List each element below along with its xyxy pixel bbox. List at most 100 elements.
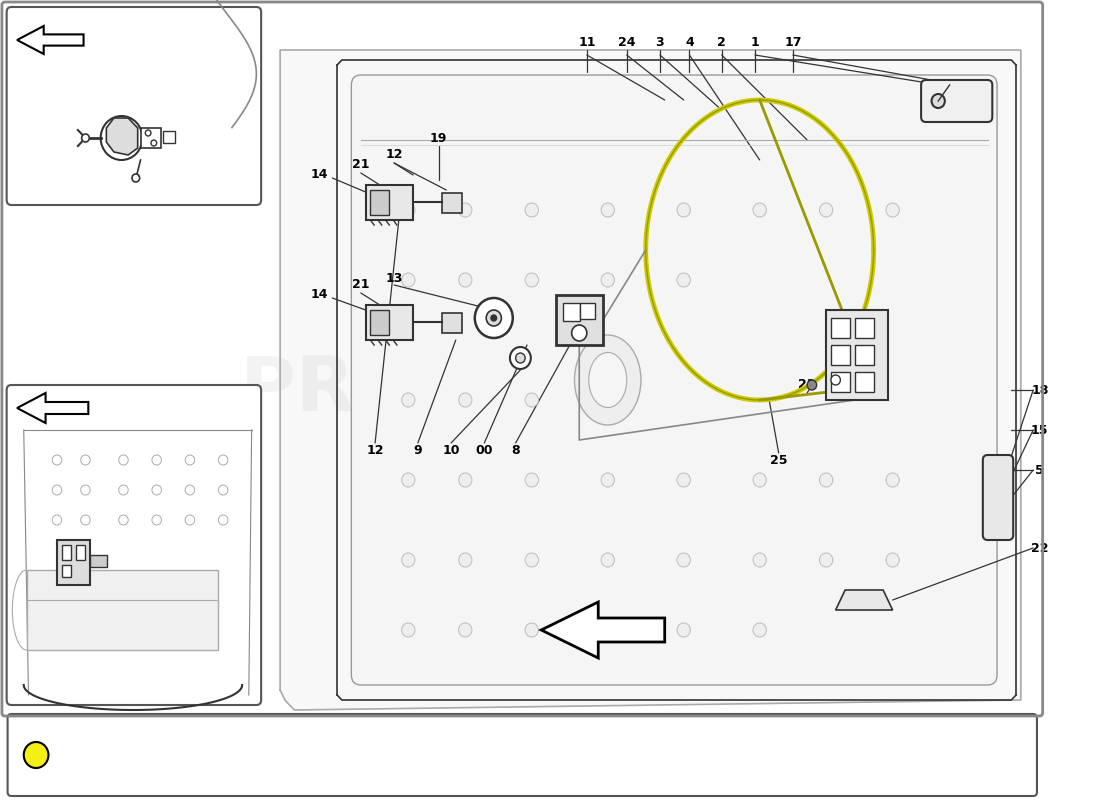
Circle shape [601,203,615,217]
Circle shape [459,473,472,487]
Circle shape [459,203,472,217]
Circle shape [678,553,691,567]
Ellipse shape [588,353,627,407]
Text: 9: 9 [414,443,422,457]
Circle shape [152,515,162,525]
Circle shape [132,174,140,182]
Text: 23: 23 [26,597,44,610]
Circle shape [119,455,129,465]
Bar [563,303,580,321]
Text: passion for parts: passion for parts [392,474,672,506]
Bar [62,545,72,560]
Circle shape [525,203,538,217]
Circle shape [119,515,129,525]
Circle shape [820,553,833,567]
Text: 24: 24 [618,35,636,49]
Circle shape [601,473,615,487]
Circle shape [145,130,151,136]
Circle shape [52,515,62,525]
Polygon shape [107,118,138,155]
Text: 13: 13 [385,271,403,285]
Polygon shape [26,570,219,650]
Text: 103663, 103667, 103676, 103677, 103689, 103692, 103708, 103711, 103714, 103716, : 103663, 103667, 103676, 103677, 103689, … [55,761,918,771]
Text: 00: 00 [26,578,44,591]
Circle shape [754,623,767,637]
Circle shape [459,553,472,567]
Circle shape [830,375,840,385]
Text: 16: 16 [26,558,44,571]
Circle shape [402,553,415,567]
Circle shape [81,134,89,142]
Text: 2: 2 [717,35,726,49]
Text: 14: 14 [310,289,328,302]
Circle shape [52,455,62,465]
Circle shape [886,473,900,487]
Text: 12: 12 [385,149,403,162]
Circle shape [525,623,538,637]
Text: A: A [31,748,42,762]
Circle shape [678,203,691,217]
Bar [90,555,108,567]
Text: 6: 6 [119,51,128,65]
Bar [371,190,389,215]
Circle shape [820,203,833,217]
Circle shape [754,473,767,487]
Bar [441,193,462,213]
Bar [76,545,86,560]
Bar [580,303,595,319]
Circle shape [754,553,767,567]
Bar [57,540,90,585]
Polygon shape [836,590,892,610]
Circle shape [185,515,195,525]
Circle shape [601,553,615,567]
Text: 23: 23 [799,378,816,391]
Text: 25: 25 [770,454,788,466]
Circle shape [219,485,228,495]
Circle shape [572,325,586,341]
Text: 14: 14 [310,169,328,182]
Bar [163,131,175,143]
Circle shape [820,473,833,487]
Text: 11: 11 [579,35,595,49]
Text: Vetture non interessate dalla modifica / Vehicles not involved in the modificati: Vetture non interessate dalla modifica /… [55,726,568,736]
Polygon shape [18,26,84,54]
FancyBboxPatch shape [8,714,1037,796]
Circle shape [80,455,90,465]
Circle shape [525,393,538,407]
Circle shape [402,393,415,407]
Bar [62,565,72,577]
Text: 21: 21 [352,158,370,171]
Text: 18: 18 [1031,383,1048,397]
Bar [365,185,414,220]
Bar [141,128,162,148]
Bar [830,318,850,338]
Circle shape [52,485,62,495]
Bar [441,313,462,333]
Circle shape [510,347,531,369]
Text: 22: 22 [1031,542,1048,554]
Circle shape [459,273,472,287]
Circle shape [151,140,156,146]
Text: 1: 1 [750,35,759,49]
Circle shape [219,515,228,525]
Circle shape [525,473,538,487]
Text: 12: 12 [366,443,384,457]
Text: 15: 15 [1031,423,1048,437]
Ellipse shape [574,335,641,425]
FancyBboxPatch shape [351,75,997,685]
Polygon shape [280,50,1021,710]
Polygon shape [541,602,664,658]
FancyBboxPatch shape [7,7,261,205]
Circle shape [886,203,900,217]
Circle shape [491,315,496,321]
Circle shape [932,94,945,108]
Circle shape [525,553,538,567]
Circle shape [754,203,767,217]
Bar [826,310,888,400]
Text: Ass. Nr. 103227, 103289, 103525, 103553, 103596, 103600, 103609, 103612, 103613,: Ass. Nr. 103227, 103289, 103525, 103553,… [55,744,918,754]
Text: 20: 20 [69,54,87,66]
Bar [830,372,850,392]
Bar [855,372,873,392]
Circle shape [678,273,691,287]
Circle shape [459,623,472,637]
